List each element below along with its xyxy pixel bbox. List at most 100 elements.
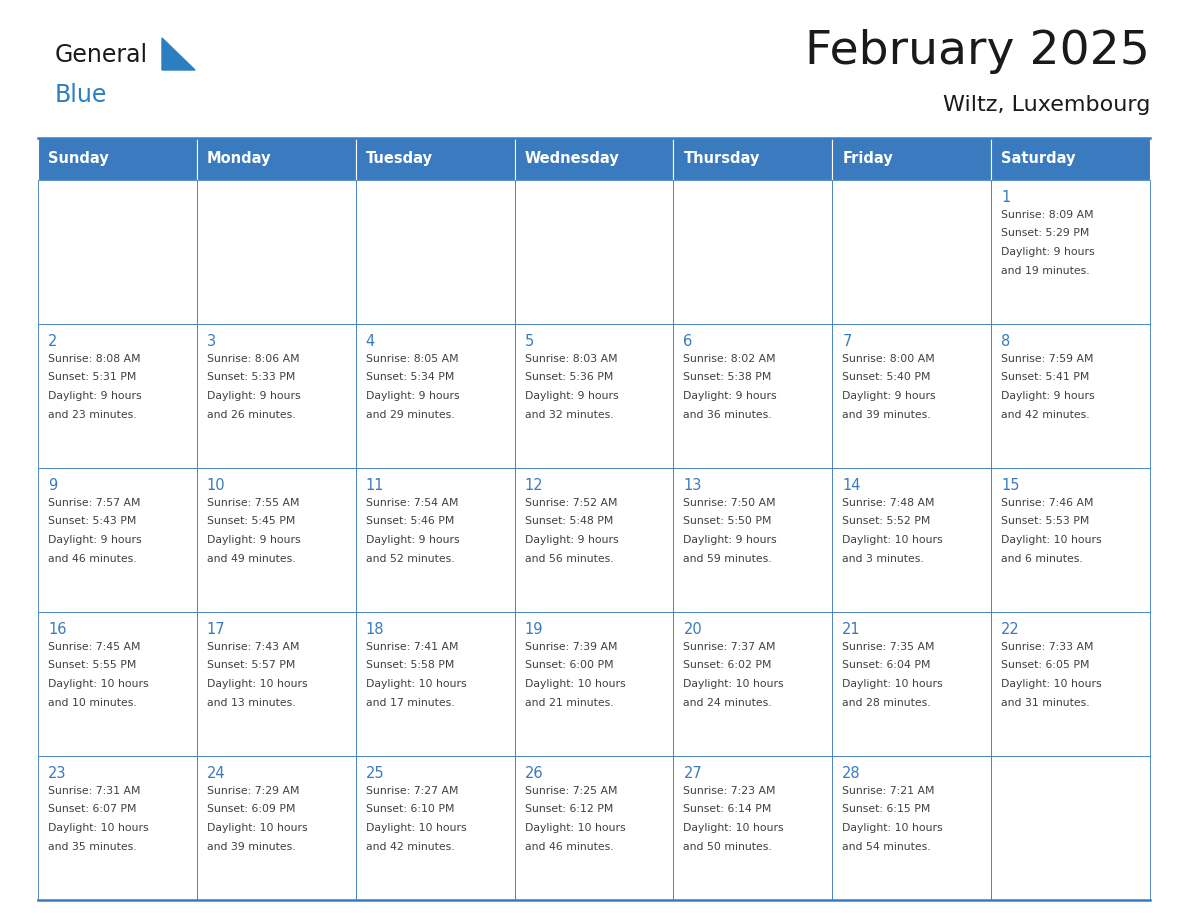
Text: and 54 minutes.: and 54 minutes. (842, 842, 931, 852)
Text: Daylight: 9 hours: Daylight: 9 hours (48, 391, 141, 401)
Text: 28: 28 (842, 766, 861, 781)
Text: Sunset: 5:33 PM: Sunset: 5:33 PM (207, 373, 296, 383)
Text: and 23 minutes.: and 23 minutes. (48, 409, 137, 420)
Text: 5: 5 (525, 334, 533, 349)
Text: Daylight: 10 hours: Daylight: 10 hours (683, 823, 784, 833)
Text: Sunset: 6:07 PM: Sunset: 6:07 PM (48, 804, 137, 814)
Text: Sunrise: 7:50 AM: Sunrise: 7:50 AM (683, 498, 776, 508)
Text: Sunset: 5:55 PM: Sunset: 5:55 PM (48, 660, 137, 670)
FancyBboxPatch shape (514, 180, 674, 324)
Text: Daylight: 10 hours: Daylight: 10 hours (366, 823, 467, 833)
FancyBboxPatch shape (197, 138, 355, 180)
Text: Thursday: Thursday (683, 151, 760, 166)
Text: and 29 minutes.: and 29 minutes. (366, 409, 454, 420)
FancyBboxPatch shape (355, 324, 514, 468)
Text: Sunset: 6:14 PM: Sunset: 6:14 PM (683, 804, 772, 814)
Text: Sunset: 5:52 PM: Sunset: 5:52 PM (842, 517, 930, 527)
Text: Sunset: 5:48 PM: Sunset: 5:48 PM (525, 517, 613, 527)
Text: Sunrise: 7:23 AM: Sunrise: 7:23 AM (683, 786, 776, 796)
Text: Daylight: 10 hours: Daylight: 10 hours (525, 679, 625, 689)
Text: Sunrise: 8:00 AM: Sunrise: 8:00 AM (842, 354, 935, 364)
Text: 18: 18 (366, 622, 384, 637)
Text: Daylight: 9 hours: Daylight: 9 hours (366, 535, 460, 545)
Text: 19: 19 (525, 622, 543, 637)
Text: Sunrise: 7:45 AM: Sunrise: 7:45 AM (48, 642, 140, 652)
Text: Tuesday: Tuesday (366, 151, 432, 166)
Text: Sunset: 5:53 PM: Sunset: 5:53 PM (1001, 517, 1089, 527)
FancyBboxPatch shape (514, 468, 674, 612)
FancyBboxPatch shape (197, 324, 355, 468)
Text: Daylight: 10 hours: Daylight: 10 hours (48, 679, 148, 689)
Text: and 42 minutes.: and 42 minutes. (366, 842, 454, 852)
Text: Daylight: 10 hours: Daylight: 10 hours (1001, 535, 1101, 545)
Text: 20: 20 (683, 622, 702, 637)
Text: 1: 1 (1001, 190, 1010, 205)
Text: Daylight: 10 hours: Daylight: 10 hours (842, 679, 943, 689)
Text: Daylight: 10 hours: Daylight: 10 hours (842, 823, 943, 833)
Text: Daylight: 10 hours: Daylight: 10 hours (683, 679, 784, 689)
FancyBboxPatch shape (197, 468, 355, 612)
Text: and 24 minutes.: and 24 minutes. (683, 698, 772, 708)
Text: Sunrise: 7:25 AM: Sunrise: 7:25 AM (525, 786, 617, 796)
Text: and 50 minutes.: and 50 minutes. (683, 842, 772, 852)
Text: 3: 3 (207, 334, 216, 349)
Text: 10: 10 (207, 478, 226, 493)
Text: and 31 minutes.: and 31 minutes. (1001, 698, 1089, 708)
FancyBboxPatch shape (833, 612, 991, 756)
Text: and 49 minutes.: and 49 minutes. (207, 554, 296, 564)
Text: 6: 6 (683, 334, 693, 349)
Text: Sunset: 5:31 PM: Sunset: 5:31 PM (48, 373, 137, 383)
Text: Sunset: 5:58 PM: Sunset: 5:58 PM (366, 660, 454, 670)
Text: Wednesday: Wednesday (525, 151, 619, 166)
FancyBboxPatch shape (197, 612, 355, 756)
FancyBboxPatch shape (833, 180, 991, 324)
FancyBboxPatch shape (991, 468, 1150, 612)
Text: Daylight: 10 hours: Daylight: 10 hours (525, 823, 625, 833)
FancyBboxPatch shape (833, 324, 991, 468)
FancyBboxPatch shape (991, 612, 1150, 756)
Text: and 32 minutes.: and 32 minutes. (525, 409, 613, 420)
Text: 23: 23 (48, 766, 67, 781)
Text: Daylight: 9 hours: Daylight: 9 hours (525, 391, 618, 401)
Text: Sunset: 6:10 PM: Sunset: 6:10 PM (366, 804, 454, 814)
Text: Sunset: 6:05 PM: Sunset: 6:05 PM (1001, 660, 1089, 670)
Text: Sunrise: 7:21 AM: Sunrise: 7:21 AM (842, 786, 935, 796)
Text: Sunset: 5:46 PM: Sunset: 5:46 PM (366, 517, 454, 527)
FancyBboxPatch shape (674, 468, 833, 612)
Text: Blue: Blue (55, 83, 107, 107)
Text: Sunrise: 7:37 AM: Sunrise: 7:37 AM (683, 642, 776, 652)
Text: 27: 27 (683, 766, 702, 781)
Text: Sunrise: 7:41 AM: Sunrise: 7:41 AM (366, 642, 459, 652)
Text: Sunset: 5:57 PM: Sunset: 5:57 PM (207, 660, 296, 670)
Text: Friday: Friday (842, 151, 893, 166)
Text: Sunrise: 7:31 AM: Sunrise: 7:31 AM (48, 786, 140, 796)
Text: 24: 24 (207, 766, 226, 781)
Text: Sunrise: 7:57 AM: Sunrise: 7:57 AM (48, 498, 140, 508)
FancyBboxPatch shape (355, 612, 514, 756)
Text: 7: 7 (842, 334, 852, 349)
Text: Sunrise: 7:35 AM: Sunrise: 7:35 AM (842, 642, 935, 652)
FancyBboxPatch shape (514, 324, 674, 468)
Text: Daylight: 10 hours: Daylight: 10 hours (207, 679, 308, 689)
Text: Daylight: 9 hours: Daylight: 9 hours (525, 535, 618, 545)
Text: Sunset: 5:34 PM: Sunset: 5:34 PM (366, 373, 454, 383)
Text: and 39 minutes.: and 39 minutes. (842, 409, 931, 420)
Text: Sunset: 6:12 PM: Sunset: 6:12 PM (525, 804, 613, 814)
Text: and 19 minutes.: and 19 minutes. (1001, 265, 1089, 275)
Text: Daylight: 9 hours: Daylight: 9 hours (842, 391, 936, 401)
Text: Monday: Monday (207, 151, 271, 166)
Text: 15: 15 (1001, 478, 1019, 493)
Text: Sunset: 6:02 PM: Sunset: 6:02 PM (683, 660, 772, 670)
Text: Sunrise: 7:46 AM: Sunrise: 7:46 AM (1001, 498, 1094, 508)
Text: Sunrise: 7:29 AM: Sunrise: 7:29 AM (207, 786, 299, 796)
Text: Sunset: 5:41 PM: Sunset: 5:41 PM (1001, 373, 1089, 383)
Text: 2: 2 (48, 334, 57, 349)
FancyBboxPatch shape (674, 180, 833, 324)
Text: Sunset: 5:40 PM: Sunset: 5:40 PM (842, 373, 930, 383)
Text: Daylight: 9 hours: Daylight: 9 hours (366, 391, 460, 401)
FancyBboxPatch shape (514, 756, 674, 900)
Text: Sunrise: 8:02 AM: Sunrise: 8:02 AM (683, 354, 776, 364)
Text: Sunset: 5:45 PM: Sunset: 5:45 PM (207, 517, 296, 527)
Text: Daylight: 9 hours: Daylight: 9 hours (207, 391, 301, 401)
Text: Sunrise: 7:54 AM: Sunrise: 7:54 AM (366, 498, 459, 508)
